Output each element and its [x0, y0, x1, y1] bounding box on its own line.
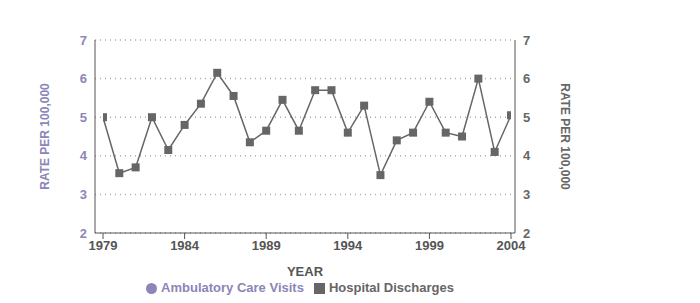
- svg-text:YEAR: YEAR: [287, 264, 324, 279]
- html-text:Ambulatory Care Visits: Ambulatory Care Visits: [161, 280, 304, 295]
- svg-text:6: 6: [523, 71, 530, 86]
- svg-text:1979: 1979: [89, 238, 118, 253]
- svg-text:1994: 1994: [333, 238, 363, 253]
- svg-text:6: 6: [80, 71, 87, 86]
- svg-text:3: 3: [80, 187, 87, 202]
- svg-text:2: 2: [80, 226, 87, 241]
- svg-text:4: 4: [523, 148, 531, 163]
- svg-text:1999: 1999: [415, 238, 444, 253]
- svg-text:1984: 1984: [170, 238, 200, 253]
- svg-text:5: 5: [80, 110, 87, 125]
- svg-text:5: 5: [523, 110, 530, 125]
- svg-text:2: 2: [523, 226, 530, 241]
- svg-text:7: 7: [523, 33, 530, 48]
- svg-text:2004: 2004: [497, 238, 527, 253]
- svg-text:RATE PER 100,000: RATE PER 100,000: [558, 83, 572, 190]
- svg-text:4: 4: [80, 148, 88, 163]
- svg-text:1989: 1989: [252, 238, 281, 253]
- svg-text:3: 3: [523, 187, 530, 202]
- svg-text:7: 7: [80, 33, 87, 48]
- svg-text:RATE PER 100,000: RATE PER 100,000: [38, 83, 52, 190]
- html-text:Hospital Discharges: Hospital Discharges: [328, 280, 454, 295]
